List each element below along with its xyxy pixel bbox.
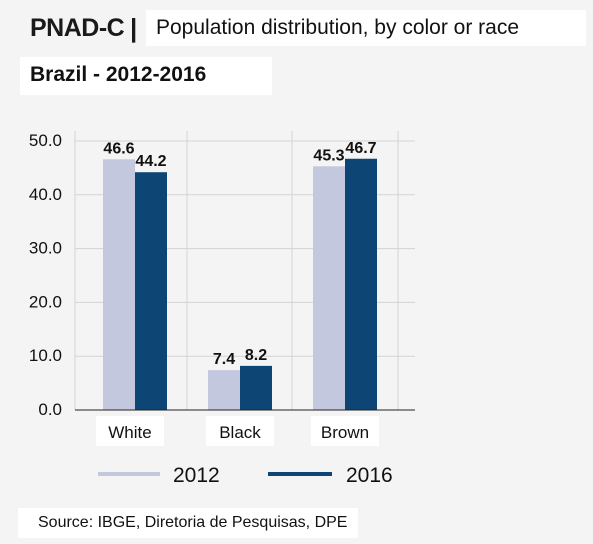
bar xyxy=(208,370,240,410)
x-tick-label: Brown xyxy=(321,423,369,442)
bar xyxy=(345,158,377,410)
data-label: 46.7 xyxy=(345,140,376,157)
chart-subtitle: Population distribution, by color or rac… xyxy=(156,16,520,39)
y-tick-label: 30.0 xyxy=(29,239,62,258)
bar xyxy=(103,159,135,410)
bar xyxy=(313,166,345,410)
legend-label: 2012 xyxy=(173,464,220,487)
legend-label: 2016 xyxy=(346,464,393,487)
y-tick-label: 10.0 xyxy=(29,346,62,365)
region-label: Brazil - 2012-2016 xyxy=(30,63,207,86)
y-tick-label: 20.0 xyxy=(29,292,62,311)
subtitle-background xyxy=(146,10,586,46)
title-separator: | xyxy=(130,13,138,43)
y-tick-label: 40.0 xyxy=(29,185,62,204)
source-background xyxy=(18,508,358,538)
source-note: Source: IBGE, Diretoria de Pesquisas, DP… xyxy=(38,514,348,531)
category-label-background xyxy=(206,416,274,446)
data-label: 7.4 xyxy=(213,351,235,368)
y-tick-label: 50.0 xyxy=(29,131,62,150)
data-label: 8.2 xyxy=(245,347,267,364)
category-label-background xyxy=(311,416,379,446)
region-background xyxy=(20,57,272,95)
bar xyxy=(240,365,272,410)
bar xyxy=(135,172,167,410)
data-label: 44.2 xyxy=(135,153,166,170)
y-tick-label: 0.0 xyxy=(38,400,62,419)
x-tick-label: Black xyxy=(219,423,261,442)
data-label: 45.3 xyxy=(313,147,344,164)
category-label-background xyxy=(96,416,164,446)
x-tick-label: White xyxy=(108,423,151,442)
data-label: 46.6 xyxy=(103,140,134,157)
page-title: PNAD-C xyxy=(30,14,125,42)
